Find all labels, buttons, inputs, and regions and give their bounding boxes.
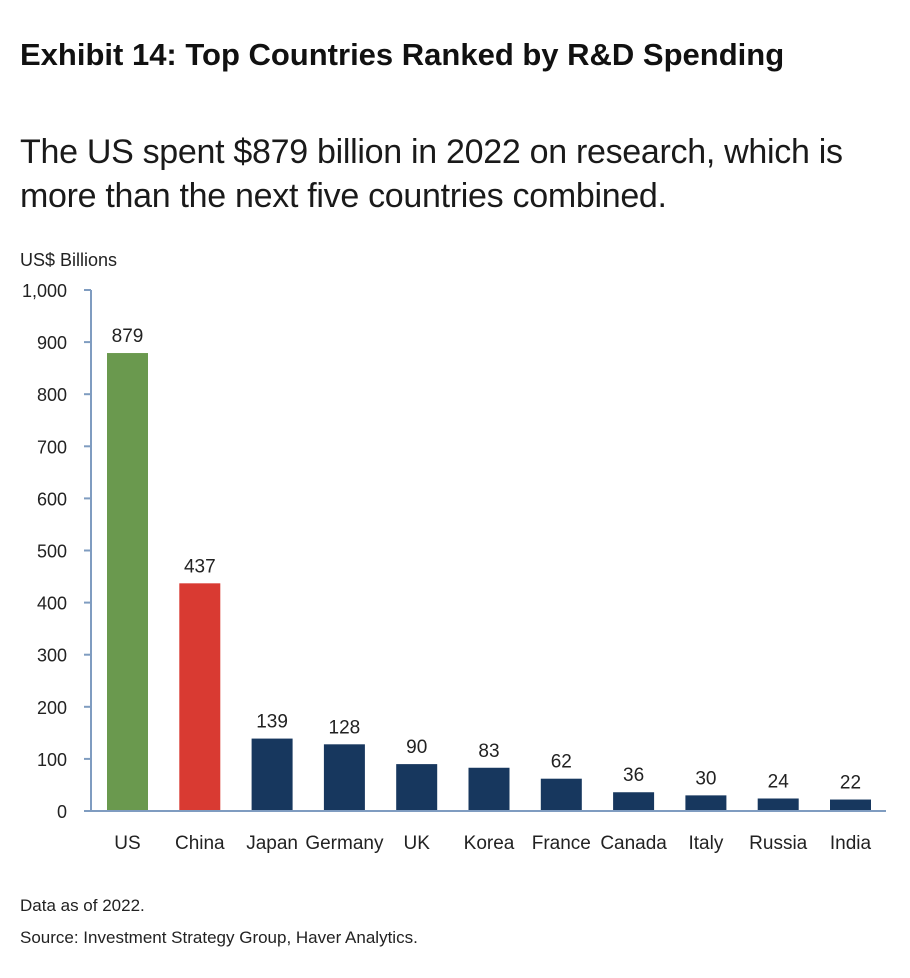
- y-tick-label: 200: [37, 698, 67, 718]
- data-label-germany: 128: [329, 717, 361, 738]
- data-note: Data as of 2022.: [20, 896, 145, 915]
- y-tick-label: 400: [37, 594, 67, 614]
- bar-india: [830, 799, 871, 811]
- x-tick-label-france: France: [532, 833, 591, 854]
- x-tick-label-japan: Japan: [246, 833, 298, 854]
- chart-subtitle: The US spent $879 billion in 2022 on res…: [20, 133, 843, 215]
- x-tick-label-uk: UK: [403, 833, 430, 854]
- y-tick-label: 100: [37, 750, 67, 770]
- x-tick-label-india: India: [830, 833, 872, 854]
- bar-china: [179, 583, 221, 811]
- source-note: Source: Investment Strategy Group, Haver…: [20, 928, 418, 947]
- x-tick-label-canada: Canada: [600, 833, 667, 854]
- data-label-russia: 24: [768, 771, 790, 792]
- bar-japan: [251, 738, 293, 811]
- bar-chart: US$ Billions 0 100 200 300 400 500 600 700 800 90…: [20, 250, 886, 854]
- bar-uk: [396, 764, 438, 811]
- y-axis: 0 100 200 300 400 500 600 700 800 900 1,000: [22, 281, 92, 822]
- data-label-china: 437: [184, 556, 216, 577]
- data-label-india: 22: [840, 773, 861, 794]
- x-tick-label-italy: Italy: [688, 833, 723, 854]
- data-label-france: 62: [551, 752, 572, 773]
- data-label-korea: 83: [478, 741, 499, 762]
- data-label-us: 879: [112, 326, 144, 347]
- y-tick-label: 1,000: [22, 281, 67, 301]
- y-tick-label: 700: [37, 437, 67, 457]
- y-tick-label: 600: [37, 489, 67, 509]
- bar-italy: [685, 795, 727, 811]
- x-tick-label-us: US: [114, 833, 140, 854]
- bar-korea: [468, 767, 510, 811]
- bar-us: [107, 353, 148, 811]
- x-tick-label-korea: Korea: [464, 833, 515, 854]
- bar-germany: [323, 744, 365, 811]
- x-tick-label-russia: Russia: [749, 833, 808, 854]
- data-label-uk: 90: [406, 737, 427, 758]
- x-axis: US China Japan Germany UK Korea France Canada It…: [91, 810, 886, 854]
- x-tick-label-germany: Germany: [305, 833, 384, 854]
- x-tick-label-china: China: [175, 833, 225, 854]
- y-tick-label: 900: [37, 333, 67, 353]
- chart-title: Exhibit 14: Top Countries Ranked by R&D …: [20, 37, 785, 72]
- bars: 879 437 139 128 90 83 62 36 30 24 22: [107, 326, 871, 811]
- bar-canada: [613, 792, 655, 811]
- bar-russia: [757, 798, 799, 811]
- y-tick-label: 800: [37, 385, 67, 405]
- y-tick-label: 0: [57, 802, 67, 822]
- y-tick-label: 500: [37, 542, 67, 562]
- data-label-italy: 30: [695, 768, 716, 789]
- y-tick-label: 300: [37, 646, 67, 666]
- data-label-canada: 36: [623, 765, 644, 786]
- data-label-japan: 139: [256, 712, 288, 733]
- bar-france: [540, 778, 582, 811]
- y-axis-label: US$ Billions: [20, 250, 117, 270]
